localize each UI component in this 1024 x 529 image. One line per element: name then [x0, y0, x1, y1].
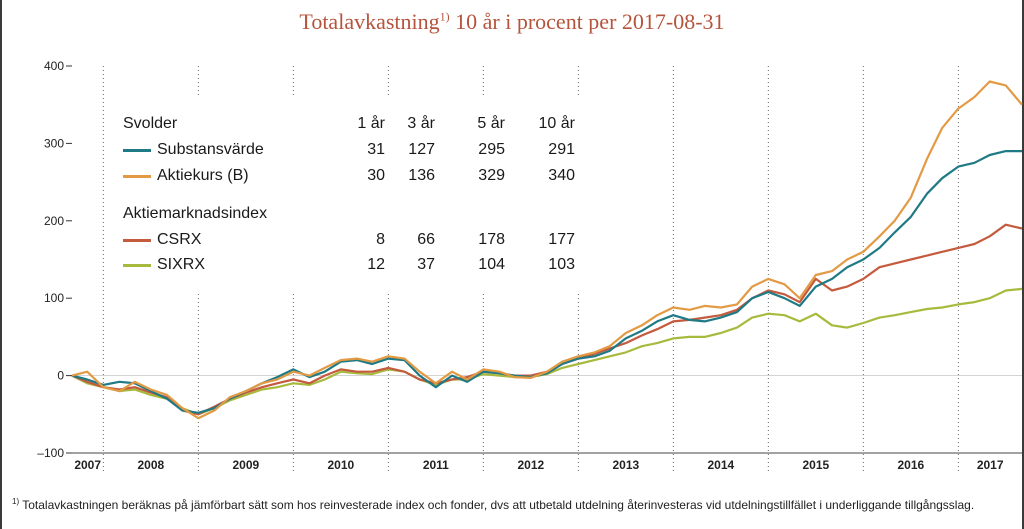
- y-tick-label: 100: [44, 291, 64, 305]
- series-line-substansv-rde: [71, 150, 1022, 414]
- x-tick-label: 2009: [232, 458, 259, 472]
- legend-series-name: SIXRX: [157, 256, 206, 273]
- legend-column-header: 10 år: [538, 115, 575, 132]
- x-tick-label: 2010: [327, 458, 354, 472]
- legend-index-header: Aktiemarknadsindex: [123, 205, 268, 222]
- legend-value: 329: [478, 167, 505, 184]
- legend-value: 12: [367, 256, 385, 273]
- footnote-text: Totalavkastningen beräknas på jämförbart…: [19, 498, 975, 512]
- legend-table: Svolder 1 år 3 år 5 år 10 år Substansvär…: [105, 98, 593, 294]
- legend-value: 340: [548, 167, 575, 184]
- legend-swatch: [123, 239, 151, 242]
- legend-row-csrx: CSRX 8 66 178 177: [105, 228, 593, 252]
- y-tick-label: 200: [44, 214, 64, 228]
- legend-swatch: [123, 264, 151, 267]
- legend-header-label: Svolder: [123, 115, 178, 132]
- x-tick-label: 2011: [423, 458, 449, 472]
- legend-value: 37: [417, 256, 435, 273]
- legend-row-sixrx: SIXRX 12 37 104 103: [105, 253, 593, 277]
- legend-value: 66: [417, 231, 435, 248]
- right-border: [1022, 0, 1024, 529]
- y-tick-label: 0: [57, 369, 64, 383]
- legend-index-header-row: Aktiemarknadsindex: [105, 202, 593, 226]
- y-tick-label: –100: [37, 446, 64, 460]
- title-rest: 10 år i procent per 2017-08-31: [449, 9, 725, 34]
- legend-row-substansvarde: Substansvärde 31 127 295 291: [105, 138, 593, 162]
- legend-swatch: [123, 175, 151, 178]
- legend-value: 103: [548, 256, 575, 273]
- legend-value: 136: [408, 167, 435, 184]
- title-footnote-marker: 1): [439, 9, 450, 24]
- x-tick-label: 2016: [897, 458, 924, 472]
- legend-column-header: 5 år: [477, 115, 505, 132]
- legend-value: 295: [478, 141, 505, 158]
- legend-value: 31: [367, 141, 385, 158]
- legend-header-row: Svolder 1 år 3 år 5 år 10 år: [105, 112, 593, 136]
- x-tick-label: 2015: [802, 458, 829, 472]
- legend-value: 291: [548, 141, 575, 158]
- legend-value: 104: [478, 256, 505, 273]
- footnote-marker: 1): [12, 497, 20, 506]
- legend-column-header: 3 år: [407, 115, 435, 132]
- title-main: Totalavkastning: [299, 9, 440, 34]
- footnote: 1) Totalavkastningen beräknas på jämförb…: [12, 497, 974, 512]
- x-tick-label: 2008: [137, 458, 164, 472]
- legend-column-header: 1 år: [357, 115, 385, 132]
- legend-value: 30: [367, 167, 385, 184]
- legend-row-aktiekurs: Aktiekurs (B) 30 136 329 340: [105, 164, 593, 188]
- legend-series-name: CSRX: [157, 231, 202, 248]
- series-line-aktiekurs-b-: [71, 80, 1023, 420]
- legend-series-name: Aktiekurs (B): [157, 167, 249, 184]
- x-tick-label: 2012: [517, 458, 544, 472]
- legend-value: 178: [478, 231, 505, 248]
- x-tick-label: 2014: [707, 458, 734, 472]
- legend-swatch: [123, 149, 151, 152]
- x-tick-label: 2013: [612, 458, 639, 472]
- legend-value: 8: [376, 231, 385, 248]
- legend-series-name: Substansvärde: [157, 141, 264, 158]
- legend-value: 177: [548, 231, 575, 248]
- legend-value: 127: [408, 141, 435, 158]
- y-tick-label: 300: [44, 136, 64, 150]
- series-line-sixrx: [71, 287, 1023, 416]
- left-border: [0, 0, 2, 529]
- chart-title: Totalavkastning1) 10 år i procent per 20…: [0, 9, 1024, 35]
- y-tick-label: 400: [44, 59, 64, 73]
- x-tick-label: 2007: [74, 458, 101, 472]
- x-tick-label: 2017: [977, 458, 1004, 472]
